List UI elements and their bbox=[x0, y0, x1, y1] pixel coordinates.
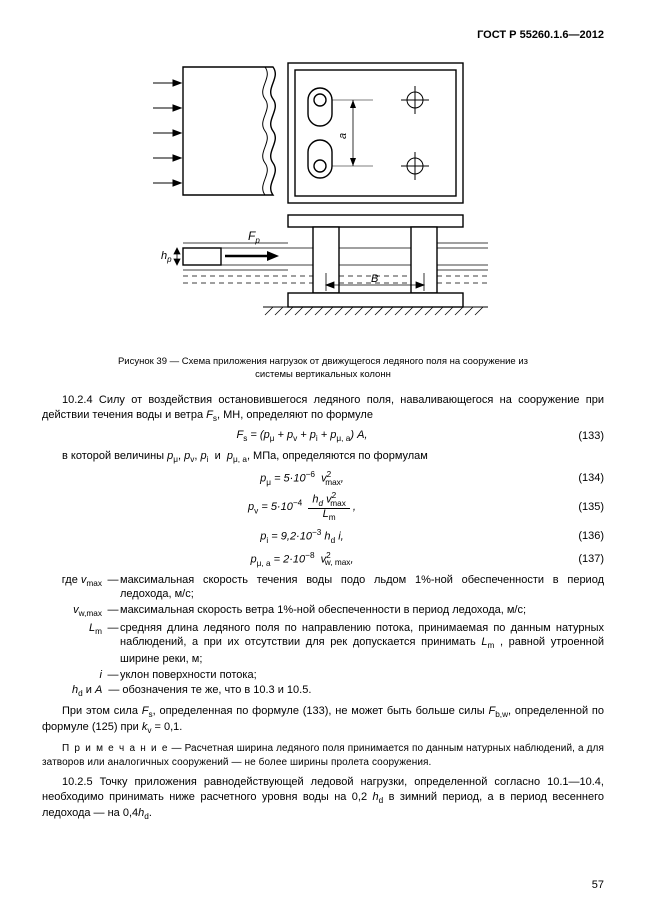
figure-39-caption: Рисунок 39 — Схема приложения нагрузок о… bbox=[113, 356, 533, 382]
document-code: ГОСТ Р 55260.1.6—2012 bbox=[42, 28, 604, 43]
figure-label-a: a bbox=[337, 133, 349, 139]
def-hd-a: — обозначения те же, что в 10.3 и 10.5. bbox=[106, 683, 604, 699]
note-lead: П р и м е ч а н и е bbox=[62, 743, 169, 754]
para-fs-limit: При этом сила Fs, определенная по формул… bbox=[42, 704, 604, 737]
figure-39: a bbox=[42, 53, 604, 348]
equation-136: pi = 9,2·10−3 hd i, (136) bbox=[42, 527, 604, 546]
equation-133: Fs = (pμ + pv + pi + pμ, a) A, (133) bbox=[42, 428, 604, 444]
def-i: уклон поверхности потока; bbox=[120, 668, 604, 683]
equation-134: pμ = 5·10−6 v2max, (134) bbox=[42, 469, 604, 488]
para-10-2-4-intro: 10.2.4 Силу от воздействия остановившего… bbox=[42, 393, 604, 424]
text: в которой величины bbox=[62, 450, 167, 462]
def-lm: средняя длина ледяного поля по направлен… bbox=[120, 621, 604, 667]
text: , МПа, определяются по формулам bbox=[247, 450, 428, 462]
text: = 0,1. bbox=[151, 721, 182, 733]
text: , определенная по формуле (133), не може… bbox=[153, 705, 489, 717]
def-vwmax: максимальная скорость ветра 1%-ной обесп… bbox=[120, 603, 604, 619]
para-10-2-5: 10.2.5 Точку приложения равнодействующей… bbox=[42, 775, 604, 822]
para-quantities: в которой величины pμ, pv, pi и pμ, a, М… bbox=[42, 449, 604, 465]
where-label: где bbox=[62, 574, 78, 586]
figure-39-svg: a bbox=[153, 53, 493, 343]
text: . bbox=[149, 807, 152, 819]
figure-label-b: B bbox=[371, 273, 378, 285]
figure-label-hp-sub: p bbox=[166, 255, 172, 264]
figure-label-fp-sub: p bbox=[254, 236, 260, 245]
equation-137: pμ, a = 2·10−8 v2w, max, (137) bbox=[42, 550, 604, 569]
equation-number: (135) bbox=[562, 500, 604, 515]
equation-number: (134) bbox=[562, 471, 604, 486]
text: При этом сила bbox=[62, 705, 142, 717]
text: и bbox=[83, 684, 95, 696]
def-vmax: максимальная скорость течения воды подо … bbox=[120, 573, 604, 603]
equation-number: (137) bbox=[562, 552, 604, 567]
equation-number: (133) bbox=[562, 429, 604, 444]
note: П р и м е ч а н и е — Расчетная ширина л… bbox=[42, 742, 604, 769]
page: ГОСТ Р 55260.1.6—2012 bbox=[0, 0, 646, 913]
definitions: где vmax — максимальная скорость течения… bbox=[42, 573, 604, 700]
equation-135: pv = 5·10−4 hd v2max Lm , (135) bbox=[42, 492, 604, 523]
text: , МН, определяют по формуле bbox=[217, 409, 373, 421]
equation-number: (136) bbox=[562, 529, 604, 544]
page-number: 57 bbox=[592, 878, 604, 893]
svg-text:Fp: Fp bbox=[248, 229, 260, 245]
svg-text:hp: hp bbox=[161, 250, 172, 264]
